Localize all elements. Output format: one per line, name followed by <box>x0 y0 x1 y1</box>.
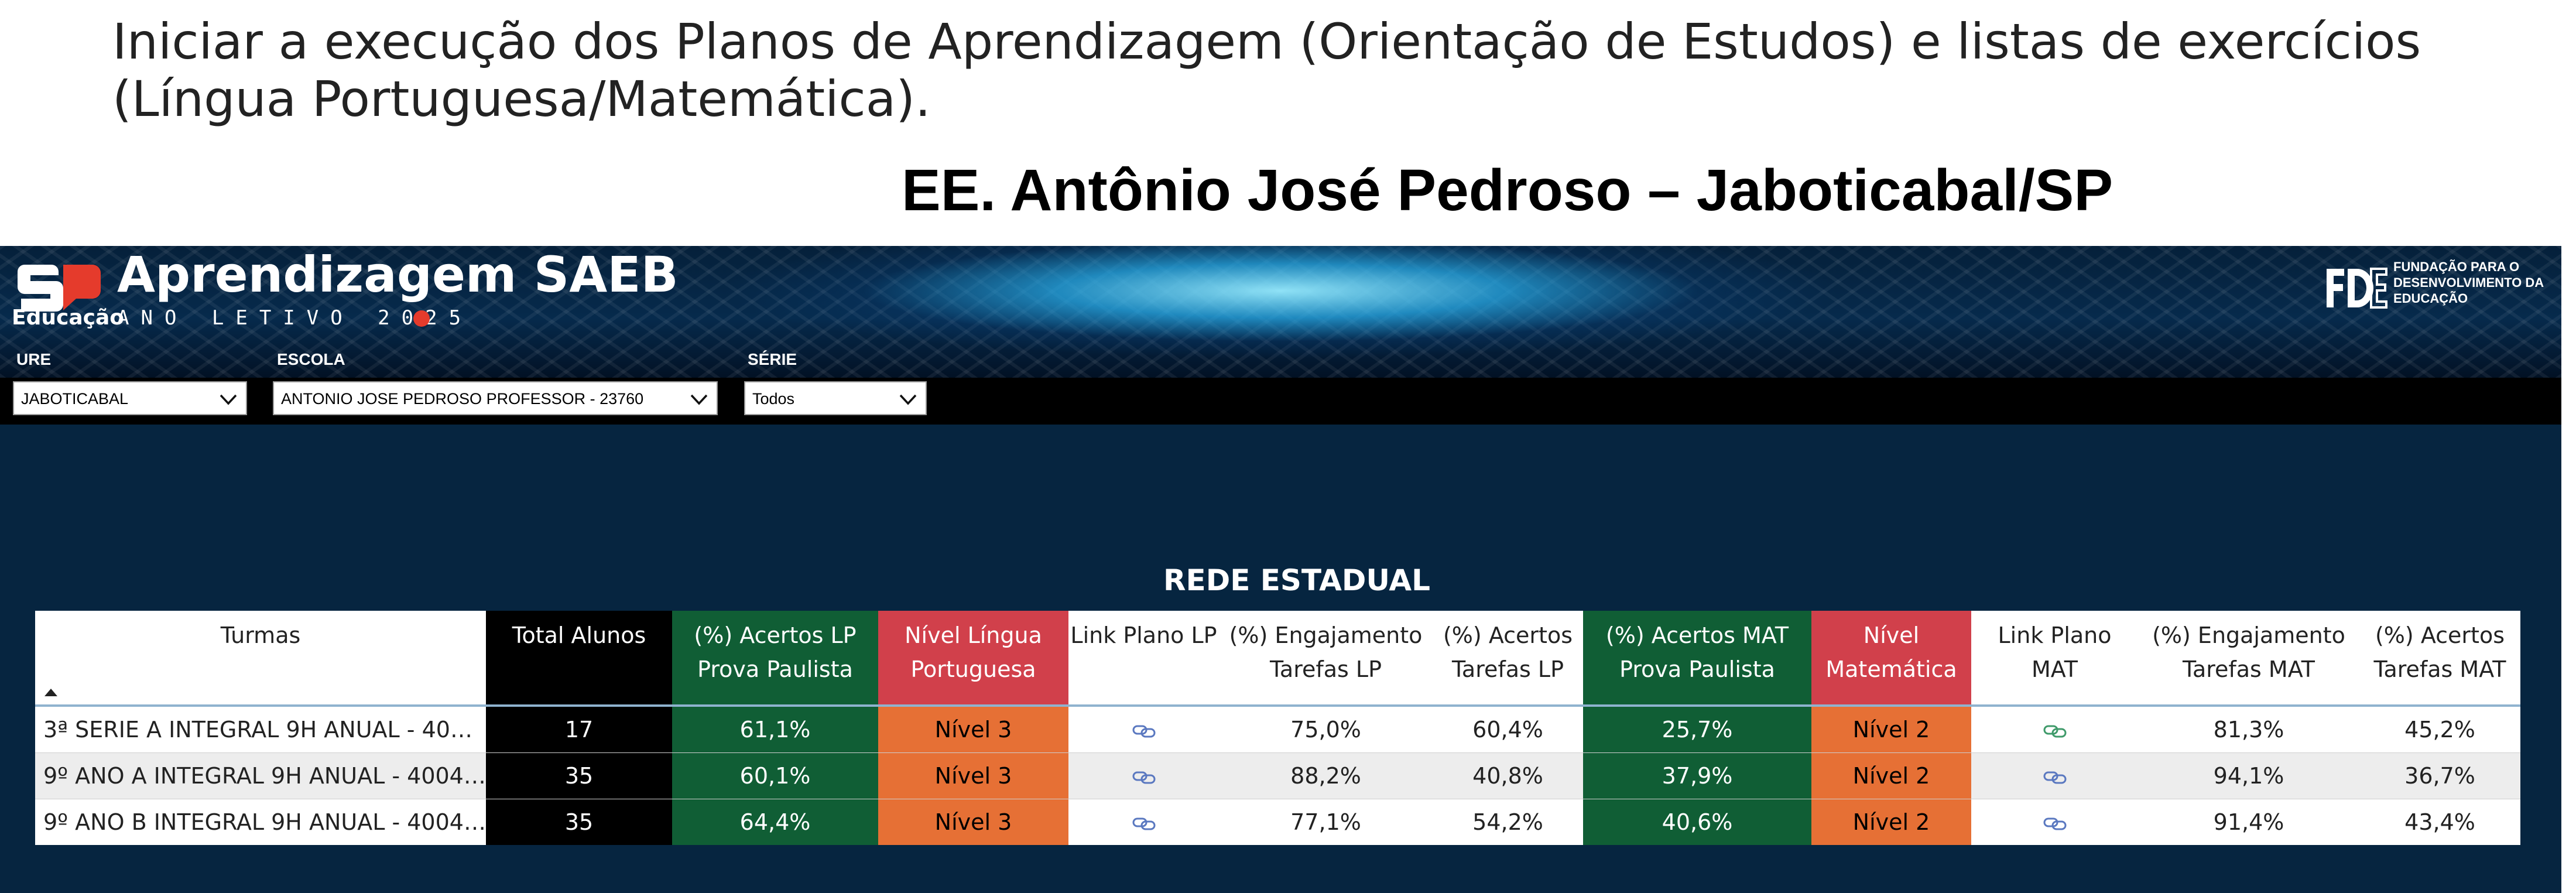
escola-dropdown[interactable]: ANTONIO JOSE PEDROSO PROFESSOR - 23760 <box>273 381 718 415</box>
table-row: 3ª SERIE A INTEGRAL 9H ANUAL - 400993218… <box>35 705 2520 753</box>
nivel-lp-cell: Nível 3 <box>878 705 1068 753</box>
sp-logo-icon <box>18 265 101 312</box>
header-link-lp[interactable]: Link Plano LP <box>1068 611 1219 707</box>
acertos-tarefas-mat-cell: 45,2% <box>2359 705 2520 753</box>
school-subtitle: EE. Antônio José Pedroso – Jaboticabal/S… <box>902 158 2113 223</box>
acertos-tarefas-mat-cell: 43,4% <box>2359 799 2520 845</box>
app-title: Aprendizagem SAEB <box>117 246 679 303</box>
nivel-mat-cell: Nível 2 <box>1811 799 1971 845</box>
ure-dropdown[interactable]: JABOTICABAL <box>13 381 247 415</box>
acertos-tarefas-mat-cell: 36,7% <box>2359 752 2520 799</box>
total-alunos-cell: 17 <box>486 705 672 753</box>
acertos-tarefas-lp-cell: 40,8% <box>1433 752 1583 799</box>
engajamento-mat-cell: 94,1% <box>2138 752 2359 799</box>
acertos-tarefas-lp-cell: 54,2% <box>1433 799 1583 845</box>
education-label: Educação <box>12 306 124 330</box>
chevron-down-icon <box>899 394 917 405</box>
fde-name: FUNDAÇÃO PARA O DESENVOLVIMENTO DA EDUCA… <box>2393 259 2544 306</box>
acertos-tarefas-lp-cell: 60,4% <box>1433 705 1583 753</box>
fde-logo-icon <box>2327 268 2387 309</box>
link-chain-icon[interactable] <box>1132 724 1156 739</box>
total-alunos-cell: 35 <box>486 752 672 799</box>
serie-label: SÉRIE <box>748 350 797 368</box>
header-turmas[interactable]: Turmas <box>35 611 486 707</box>
link-chain-icon[interactable] <box>2043 816 2067 832</box>
header-link-mat[interactable]: Link Plano MAT <box>1971 611 2138 707</box>
link-chain-icon[interactable] <box>1132 816 1156 832</box>
school-year: ANO LETIVO 2025 <box>117 306 473 330</box>
link-plano-lp-cell[interactable] <box>1068 752 1219 799</box>
serie-value: Todos <box>752 390 795 408</box>
chevron-down-icon <box>690 394 708 405</box>
link-plano-mat-cell[interactable] <box>1971 799 2138 845</box>
powerbi-dashboard: Educação Aprendizagem SAEB ANO LETIVO 20… <box>0 246 2561 893</box>
header-engajamento-lp[interactable]: (%) Engajamento Tarefas LP <box>1219 611 1433 707</box>
link-chain-icon[interactable] <box>1132 770 1156 785</box>
header-acertos-mat[interactable]: (%) Acertos MAT Prova Paulista <box>1583 611 1811 707</box>
nivel-mat-cell: Nível 2 <box>1811 705 1971 753</box>
acertos-mat-cell: 37,9% <box>1583 752 1811 799</box>
link-plano-lp-cell[interactable] <box>1068 705 1219 753</box>
acertos-lp-cell: 61,1% <box>672 705 878 753</box>
escola-value: ANTONIO JOSE PEDROSO PROFESSOR - 23760 <box>281 390 644 408</box>
turma-cell: 3ª SERIE A INTEGRAL 9H ANUAL - 400993218 <box>35 705 486 753</box>
header-acertos-tarefas-mat[interactable]: (%) Acertos Tarefas MAT <box>2359 611 2520 707</box>
table-row: 9º ANO B INTEGRAL 9H ANUAL - 400431872 3… <box>35 799 2520 845</box>
header-engajamento-mat[interactable]: (%) Engajamento Tarefas MAT <box>2138 611 2359 707</box>
link-plano-mat-cell[interactable] <box>1971 705 2138 753</box>
sort-ascending-icon[interactable] <box>43 687 59 697</box>
turma-cell: 9º ANO B INTEGRAL 9H ANUAL - 400431872 <box>35 799 486 845</box>
link-plano-lp-cell[interactable] <box>1068 799 1219 845</box>
engajamento-lp-cell: 75,0% <box>1219 705 1433 753</box>
header-acertos-lp[interactable]: (%) Acertos LP Prova Paulista <box>672 611 878 707</box>
table-row: 9º ANO A INTEGRAL 9H ANUAL - 400431865 3… <box>35 752 2520 799</box>
acertos-mat-cell: 25,7% <box>1583 705 1811 753</box>
year-dot-icon <box>413 310 430 327</box>
engajamento-lp-cell: 77,1% <box>1219 799 1433 845</box>
nivel-mat-cell: Nível 2 <box>1811 752 1971 799</box>
section-title: REDE ESTADUAL <box>1163 563 1430 597</box>
escola-label: ESCOLA <box>277 350 345 368</box>
ure-label: URE <box>16 350 52 368</box>
acertos-lp-cell: 60,1% <box>672 752 878 799</box>
total-alunos-cell: 35 <box>486 799 672 845</box>
turma-cell: 9º ANO A INTEGRAL 9H ANUAL - 400431865 <box>35 752 486 799</box>
engajamento-mat-cell: 81,3% <box>2138 705 2359 753</box>
chevron-down-icon <box>220 394 237 405</box>
acertos-mat-cell: 40,6% <box>1583 799 1811 845</box>
link-plano-mat-cell[interactable] <box>1971 752 2138 799</box>
nivel-lp-cell: Nível 3 <box>878 799 1068 845</box>
serie-dropdown[interactable]: Todos <box>744 381 927 415</box>
link-chain-icon[interactable] <box>2043 724 2067 739</box>
link-chain-icon[interactable] <box>2043 770 2067 785</box>
header-total-alunos[interactable]: Total Alunos <box>486 611 672 707</box>
header-nivel-mat[interactable]: Nível Matemática <box>1811 611 1971 707</box>
acertos-lp-cell: 64,4% <box>672 799 878 845</box>
header-acertos-tarefas-lp[interactable]: (%) Acertos Tarefas LP <box>1433 611 1583 707</box>
engajamento-lp-cell: 88,2% <box>1219 752 1433 799</box>
header-nivel-lp[interactable]: Nível Língua Portuguesa <box>878 611 1068 707</box>
engajamento-mat-cell: 91,4% <box>2138 799 2359 845</box>
turmas-table: Turmas Total Alunos (%) Acertos LP Prova… <box>35 611 2520 845</box>
slide-title: Iniciar a execução dos Planos de Aprendi… <box>112 13 2421 128</box>
ure-value: JABOTICABAL <box>21 390 129 408</box>
nivel-lp-cell: Nível 3 <box>878 752 1068 799</box>
